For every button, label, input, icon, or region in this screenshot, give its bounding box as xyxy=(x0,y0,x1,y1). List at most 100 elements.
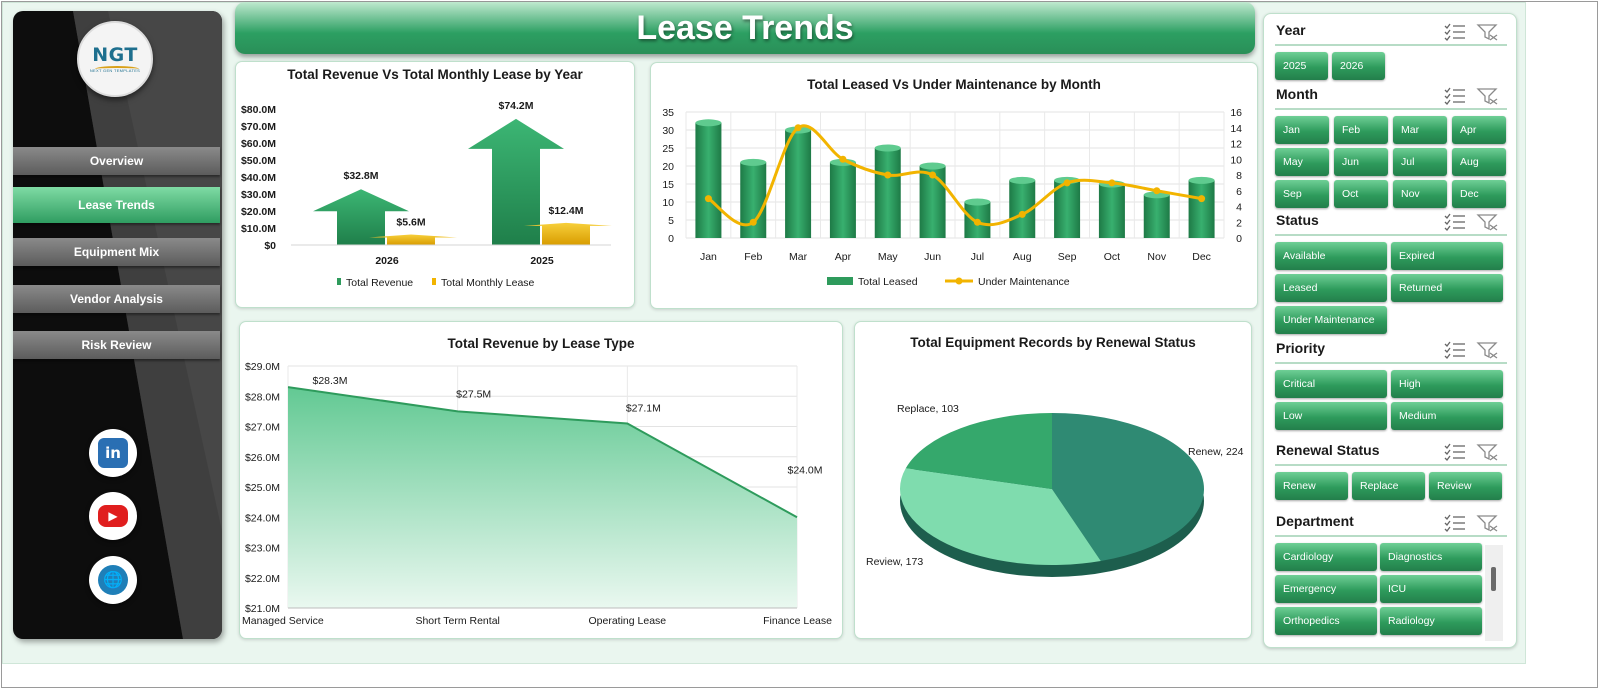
slicer-item-2026[interactable]: 2026 xyxy=(1332,52,1385,80)
slice-label: Renew, 224 xyxy=(1188,446,1244,458)
chart-title: Total Equipment Records by Renewal Statu… xyxy=(910,335,1196,350)
y-tick-label: 0 xyxy=(668,233,674,245)
leased-bar-cap xyxy=(919,162,946,170)
company-logo: NGT NEXT GEN TEMPLATES xyxy=(77,21,153,97)
slicer-status: Status xyxy=(1275,212,1507,236)
slicer-item-icu[interactable]: ICU xyxy=(1380,575,1482,603)
multi-select-icon[interactable] xyxy=(1444,87,1466,105)
y2-tick-label: 6 xyxy=(1236,186,1242,198)
x-tick-label: Short Term Rental xyxy=(415,615,499,627)
x-tick-label: Jul xyxy=(971,251,984,263)
slicer-item-jan[interactable]: Jan xyxy=(1275,116,1329,144)
y2-tick-label: 2 xyxy=(1236,217,1242,229)
maintenance-point xyxy=(1018,210,1026,218)
chart-title: Total Revenue Vs Total Monthly Lease by … xyxy=(287,67,583,82)
slicer-item-apr[interactable]: Apr xyxy=(1452,116,1506,144)
slicer-title: Renewal Status xyxy=(1276,442,1380,458)
slicer-item-radiology[interactable]: Radiology xyxy=(1380,607,1482,635)
slicer-item-cardiology[interactable]: Cardiology xyxy=(1275,543,1377,571)
maintenance-point xyxy=(839,155,847,163)
scrollbar-thumb[interactable] xyxy=(1491,567,1496,591)
y-tick-label: $40.0M xyxy=(241,172,276,184)
clear-filter-icon[interactable] xyxy=(1476,443,1498,461)
slicer-item-orthopedics[interactable]: Orthopedics xyxy=(1275,607,1377,635)
slicer-item-leased[interactable]: Leased xyxy=(1275,274,1387,302)
sidebar: NGT NEXT GEN TEMPLATES Overview Lease Tr… xyxy=(13,11,222,639)
linkedin-button[interactable]: in xyxy=(89,429,137,477)
clear-filter-icon[interactable] xyxy=(1476,213,1498,231)
sidebar-item-vendor-analysis[interactable]: Vendor Analysis xyxy=(13,285,220,313)
clear-filter-icon[interactable] xyxy=(1476,87,1498,105)
leased-bar-cap xyxy=(874,144,901,152)
website-button[interactable]: 🌐 xyxy=(89,556,137,604)
revenue-bar xyxy=(468,118,564,245)
y-tick-label: $28.0M xyxy=(245,391,280,403)
multi-select-icon[interactable] xyxy=(1444,443,1466,461)
leased-bar-cap xyxy=(1009,176,1036,184)
y-tick-label: $60.0M xyxy=(241,138,276,150)
slicer-item-emergency[interactable]: Emergency xyxy=(1275,575,1377,603)
leased-bar-cap xyxy=(695,119,722,127)
clear-filter-icon[interactable] xyxy=(1476,341,1498,359)
sidebar-item-overview[interactable]: Overview xyxy=(13,147,220,175)
y-tick-label: 15 xyxy=(662,179,674,191)
slice-label: Review, 173 xyxy=(866,556,923,568)
slicer-item-expired[interactable]: Expired xyxy=(1391,242,1503,270)
leased-bar-cap xyxy=(1188,176,1215,184)
x-tick-label: Sep xyxy=(1058,251,1077,263)
x-tick-label: Dec xyxy=(1192,251,1211,263)
sidebar-item-equipment-mix[interactable]: Equipment Mix xyxy=(13,238,220,266)
slicer-item-returned[interactable]: Returned xyxy=(1391,274,1503,302)
x-tick-label: Apr xyxy=(835,251,852,263)
y2-tick-label: 10 xyxy=(1230,154,1242,166)
slicer-item-may[interactable]: May xyxy=(1275,148,1329,176)
slicer-title: Status xyxy=(1276,212,1319,228)
multi-select-icon[interactable] xyxy=(1444,213,1466,231)
slicer-item-sep[interactable]: Sep xyxy=(1275,180,1329,208)
y-tick-label: $30.0M xyxy=(241,189,276,201)
slicer-item-2025[interactable]: 2025 xyxy=(1275,52,1328,80)
slicer-item-medium[interactable]: Medium xyxy=(1391,402,1503,430)
y-tick-label: 5 xyxy=(668,215,674,227)
slicer-item-critical[interactable]: Critical xyxy=(1275,370,1387,398)
x-tick-label: Finance Lease xyxy=(763,615,832,627)
slicer-item-aug[interactable]: Aug xyxy=(1452,148,1506,176)
data-label: $28.3M xyxy=(312,375,347,387)
slicer-item-review[interactable]: Review xyxy=(1429,472,1502,500)
y2-tick-label: 4 xyxy=(1236,202,1242,214)
data-label: $24.0M xyxy=(787,464,822,476)
y-tick-label: $24.0M xyxy=(245,512,280,524)
leased-bar-cap xyxy=(964,198,991,206)
department-scrollbar[interactable] xyxy=(1485,545,1503,641)
slicer-item-renew[interactable]: Renew xyxy=(1275,472,1348,500)
slicer-item-oct[interactable]: Oct xyxy=(1334,180,1388,208)
multi-select-icon[interactable] xyxy=(1444,514,1466,532)
clear-filter-icon[interactable] xyxy=(1476,23,1498,41)
clear-filter-icon[interactable] xyxy=(1476,514,1498,532)
sidebar-item-risk-review[interactable]: Risk Review xyxy=(13,331,220,359)
slicer-item-high[interactable]: High xyxy=(1391,370,1503,398)
slicer-item-replace[interactable]: Replace xyxy=(1352,472,1425,500)
legend-swatch-revenue xyxy=(337,278,341,285)
leased-bar xyxy=(1143,194,1170,238)
slicer-item-jul[interactable]: Jul xyxy=(1393,148,1447,176)
multi-select-icon[interactable] xyxy=(1444,23,1466,41)
slicer-item-dec[interactable]: Dec xyxy=(1452,180,1506,208)
slicer-item-nov[interactable]: Nov xyxy=(1393,180,1447,208)
y-tick-label: 35 xyxy=(662,107,674,119)
sidebar-item-lease-trends[interactable]: Lease Trends xyxy=(13,187,220,223)
youtube-button[interactable]: ▶ xyxy=(89,492,137,540)
leased-bar xyxy=(874,148,901,238)
slicer-item-low[interactable]: Low xyxy=(1275,402,1387,430)
maintenance-point xyxy=(1063,179,1071,187)
data-label: $32.8M xyxy=(343,170,378,182)
slicer-item-diagnostics[interactable]: Diagnostics xyxy=(1380,543,1482,571)
multi-select-icon[interactable] xyxy=(1444,341,1466,359)
y-tick-label: $26.0M xyxy=(245,452,280,464)
slicer-item-available[interactable]: Available xyxy=(1275,242,1387,270)
slicer-item-under-maintenance[interactable]: Under Maintenance xyxy=(1275,306,1387,334)
data-label: $5.6M xyxy=(396,216,425,228)
slicer-item-feb[interactable]: Feb xyxy=(1334,116,1388,144)
slicer-item-mar[interactable]: Mar xyxy=(1393,116,1447,144)
slicer-item-jun[interactable]: Jun xyxy=(1334,148,1388,176)
